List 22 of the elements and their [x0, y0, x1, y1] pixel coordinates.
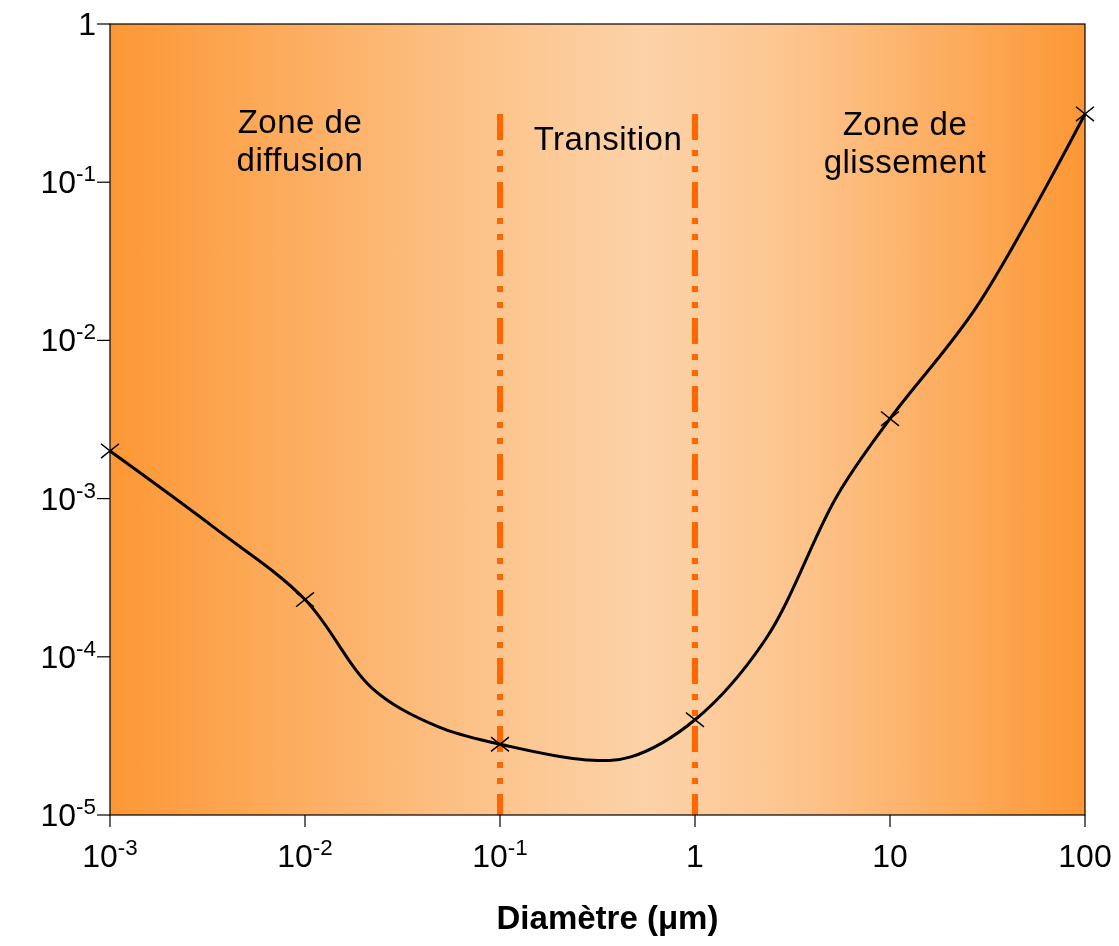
- annotation: Zone de diffusion: [236, 103, 364, 178]
- y-tick-label: 10$^{-2}$: [40, 318, 96, 359]
- point: [490, 736, 510, 753]
- x-tick-label: 10$^{-2}$: [277, 834, 333, 874]
- point: [1075, 106, 1095, 122]
- x-tick-label: 10: [872, 838, 908, 874]
- y-tick-label: 1: [78, 6, 96, 42]
- point: [100, 443, 120, 459]
- y-tick-label: 10$^{-4}$: [40, 635, 96, 675]
- x-axis-title: Diamètre (μm): [496, 899, 719, 936]
- point: [295, 591, 315, 608]
- x-tick-label: 10$^{-3}$: [82, 834, 138, 874]
- y-tick-label: 10$^{-1}$: [40, 160, 96, 201]
- point: [685, 711, 705, 728]
- annotation: Zone de glissement: [823, 105, 987, 180]
- annotation: Transition: [533, 120, 683, 157]
- x-tick-label: 100: [1058, 838, 1112, 874]
- x-tick-label: 1: [686, 838, 704, 874]
- point: [880, 410, 900, 427]
- y-tick-label: 10$^{-5}$: [40, 793, 96, 833]
- x-tick-label: 10$^{-1}$: [472, 834, 528, 874]
- y-tick-label: 10$^{-3}$: [40, 477, 96, 517]
